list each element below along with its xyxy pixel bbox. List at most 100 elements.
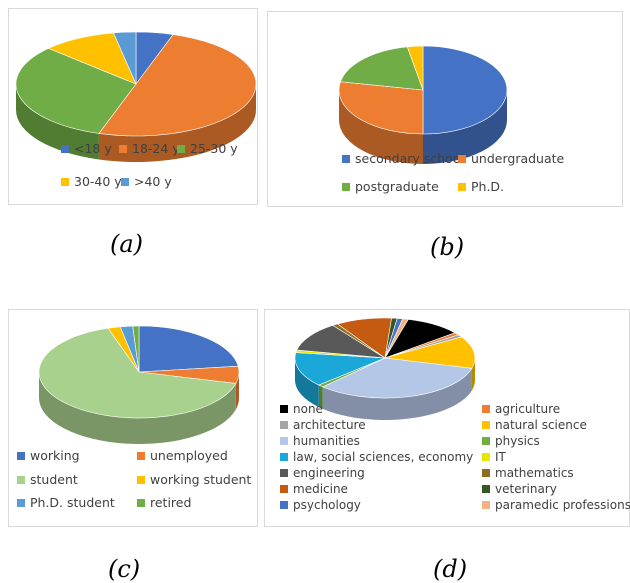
legend-label: natural science (495, 418, 587, 432)
legend-item-medicine: medicine (280, 482, 348, 496)
legend-label: veterinary (495, 482, 557, 496)
pie-chart-c (38, 325, 240, 444)
legend-item-unemployed: unemployed (137, 448, 228, 463)
legend-swatch (119, 144, 127, 153)
chart-panel-a: <18 y 18-24 y 25-30 y 30-40 y >40 y (8, 8, 258, 205)
legend-swatch (342, 182, 350, 191)
legend-label: agriculture (495, 402, 561, 416)
legend-item-architecture: architecture (280, 418, 366, 432)
legend-swatch (280, 501, 288, 509)
legend-item-secondary-school: secondary school (342, 151, 464, 166)
legend-item-postgraduate: postgraduate (342, 179, 439, 194)
legend-swatch (482, 405, 490, 413)
slice-humanities (321, 357, 473, 399)
legend-swatch (17, 451, 25, 460)
legend-label: Ph.D. (471, 179, 505, 194)
legend-label: psychology (293, 498, 361, 512)
legend-b: secondary school undergraduate postgraduat… (268, 12, 624, 208)
legend-label: engineering (293, 466, 365, 480)
side-physics (318, 385, 323, 409)
legend-swatch (121, 177, 129, 186)
legend-item-psychology: psychology (280, 498, 361, 512)
slice-student (38, 327, 237, 419)
legend-swatch (61, 144, 69, 153)
legend-swatch (137, 451, 145, 460)
legend-label: unemployed (150, 448, 228, 463)
legend-swatch (137, 475, 145, 484)
caption-a: (a) (110, 230, 144, 258)
legend-swatch (482, 453, 490, 461)
legend-label: student (30, 472, 78, 487)
legend-label: retired (150, 495, 192, 510)
legend-item-agriculture: agriculture (482, 402, 560, 416)
legend-label: 30-40 y (74, 174, 122, 189)
legend-label: 18-24 y (132, 141, 180, 156)
legend-a: <18 y 18-24 y 25-30 y 30-40 y >40 y (9, 9, 259, 206)
slice-postgraduate (340, 46, 424, 91)
legend-item-ph-d: Ph.D. (458, 179, 504, 194)
legend-label: physics (495, 434, 540, 448)
side-law-social-sciences-economy (295, 358, 319, 408)
legend-item-40-y: >40 y (121, 174, 172, 189)
slice-retired (132, 325, 140, 373)
legend-label: <18 y (74, 141, 112, 156)
legend-label: IT (495, 450, 506, 464)
legend-swatch (458, 182, 466, 191)
legend-swatch (280, 405, 288, 413)
side-25-30-y (16, 84, 99, 160)
legend-item-physics: physics (482, 434, 540, 448)
legend-item-18-24-y: 18-24 y (119, 141, 180, 156)
slice-engineering (296, 325, 386, 359)
legend-item-ph-d-student: Ph.D. student (17, 495, 115, 510)
legend-item-25-30-y: 25-30 y (177, 141, 238, 156)
legend-swatch (17, 475, 25, 484)
caption-c: (c) (108, 555, 141, 583)
slice-law-social-sciences-economy (294, 352, 386, 386)
pie-chart-a (15, 31, 257, 163)
legend-swatch (61, 177, 69, 186)
legend-item-veterinary: veterinary (482, 482, 557, 496)
legend-swatch (482, 437, 490, 445)
side-undergraduate (339, 90, 423, 164)
legend-item-law-social-sciences-economy: law, social sciences, economy (280, 450, 473, 464)
legend-swatch (482, 421, 490, 429)
slice-40-y (113, 31, 137, 85)
caption-d: (d) (433, 555, 468, 583)
slice-30-40-y (47, 32, 137, 85)
chart-panel-b: secondary school undergraduate postgraduat… (267, 11, 623, 207)
legend-label: postgraduate (355, 179, 439, 194)
legend-label: humanities (293, 434, 360, 448)
legend-label: mathematics (495, 466, 574, 480)
side-student (39, 372, 236, 444)
side-unemployed (235, 372, 239, 410)
legend-c: working unemployed student working student P… (9, 310, 259, 528)
legend-item-undergraduate: undergraduate (458, 151, 564, 166)
legend-item-natural-science: natural science (482, 418, 587, 432)
slice-paramedic-professions (384, 318, 409, 359)
legend-label: working student (150, 472, 252, 487)
legend-swatch (280, 437, 288, 445)
legend-item-mathematics: mathematics (482, 466, 574, 480)
legend-item-18-y: <18 y (61, 141, 112, 156)
legend-item-retired: retired (137, 495, 191, 510)
legend-label: undergraduate (471, 151, 565, 166)
side-secondary-school (423, 90, 507, 164)
legend-swatch (482, 501, 490, 509)
legend-item-working-student: working student (137, 472, 251, 487)
legend-label: 25-30 y (190, 141, 238, 156)
pie-chart-d (294, 317, 476, 420)
chart-panel-d: none agriculture architecture natural scien… (264, 309, 630, 527)
legend-item-none: none (280, 402, 323, 416)
legend-label: none (293, 402, 323, 416)
legend-swatch (280, 453, 288, 461)
legend-swatch (280, 469, 288, 477)
legend-item-student: student (17, 472, 78, 487)
legend-label: law, social sciences, economy (293, 450, 474, 464)
legend-label: working (30, 448, 80, 463)
legend-item-working: working (17, 448, 80, 463)
legend-swatch (482, 469, 490, 477)
legend-label: secondary school (355, 151, 464, 166)
legend-item-30-40-y: 30-40 y (61, 174, 122, 189)
legend-swatch (280, 485, 288, 493)
legend-label: medicine (293, 482, 348, 496)
